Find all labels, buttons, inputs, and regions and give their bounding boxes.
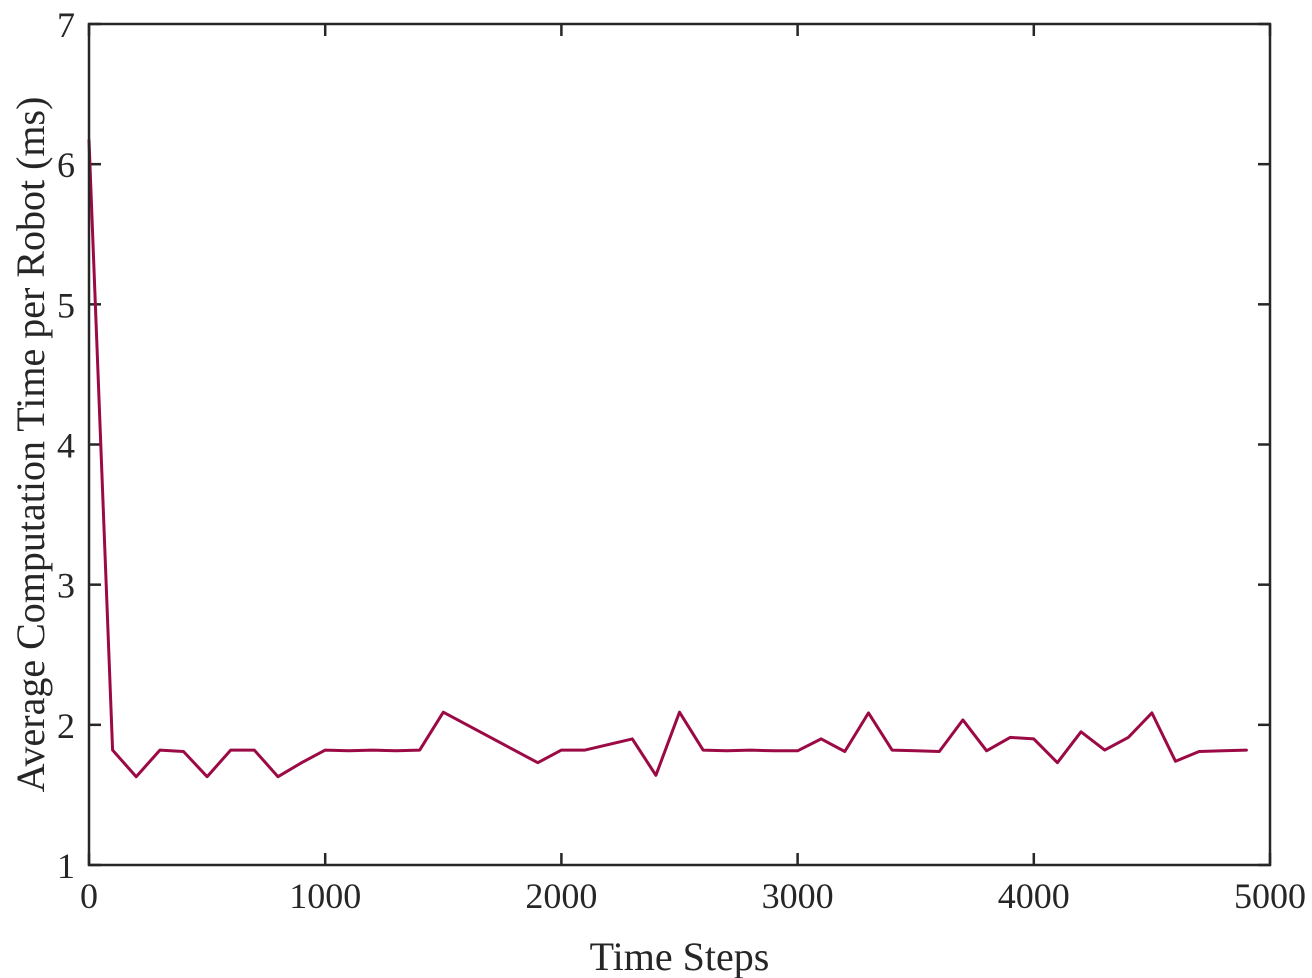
- y-tick-label: 3: [57, 566, 75, 606]
- y-tick-label: 4: [57, 426, 75, 466]
- x-tick-label: 0: [80, 876, 98, 916]
- x-tick-label: 3000: [762, 876, 834, 916]
- y-tick-label: 7: [57, 5, 75, 45]
- series-layer: [87, 138, 1248, 779]
- series-line-1: [87, 138, 1248, 779]
- y-tick-label: 6: [57, 145, 75, 185]
- x-tick-label: 5000: [1234, 876, 1306, 916]
- y-tick-label: 1: [57, 846, 75, 886]
- y-axis-label: Average Computation Time per Robot (ms): [8, 97, 53, 793]
- x-axis-label: Time Steps: [590, 934, 770, 978]
- x-tick-label: 2000: [525, 876, 597, 916]
- x-tick-label: 4000: [998, 876, 1070, 916]
- y-tick-label: 5: [57, 285, 75, 325]
- y-tick-label: 2: [57, 706, 75, 746]
- x-tick-label: 1000: [289, 876, 361, 916]
- plot-frame: [87, 22, 1272, 867]
- x-axis-ticks: 0 1000 2000 3000 4000 5000: [80, 24, 1306, 916]
